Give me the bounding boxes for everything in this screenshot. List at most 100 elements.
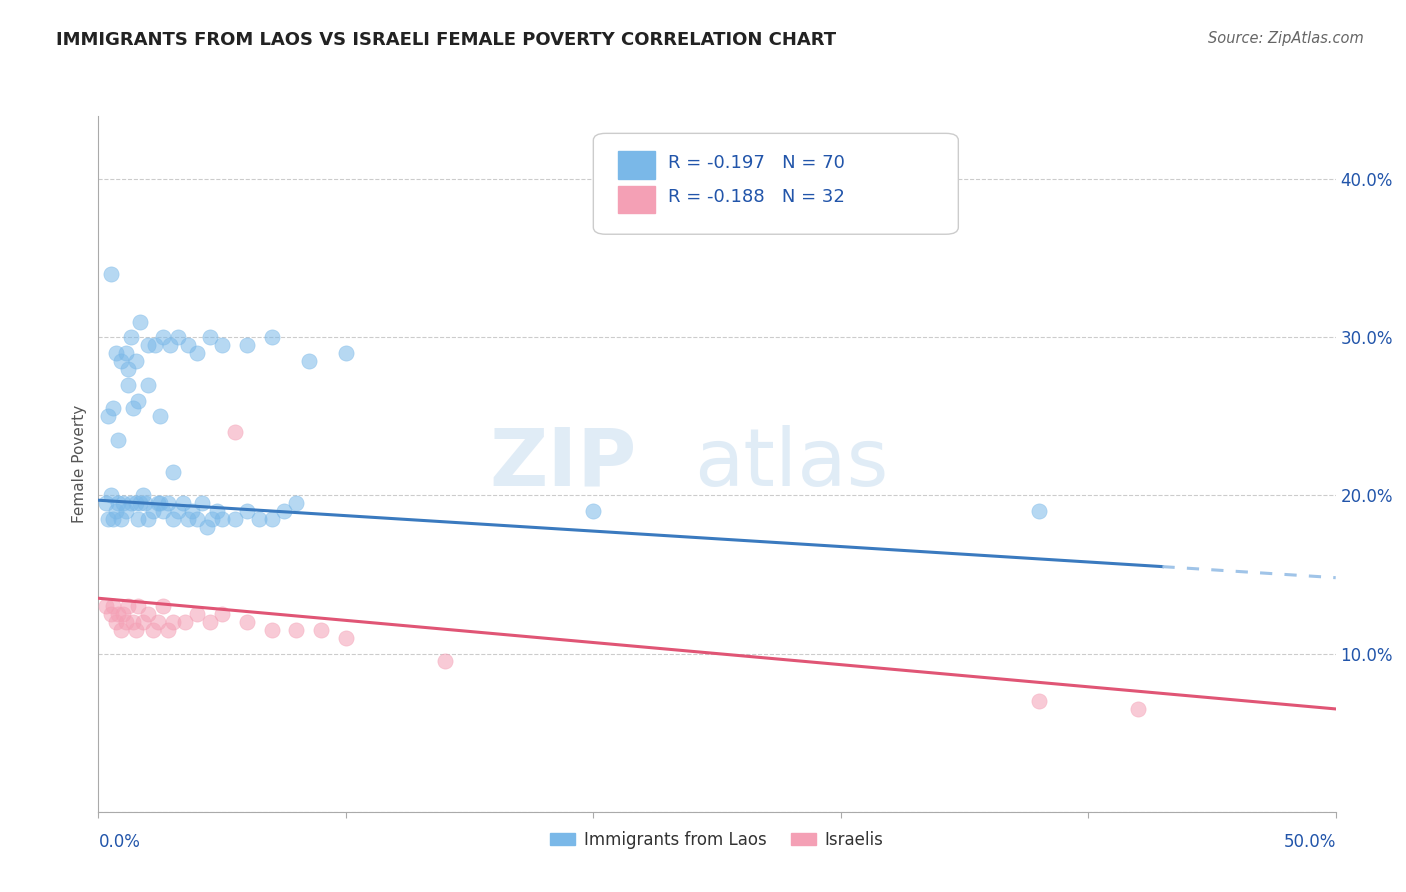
Point	[181, 504, 204, 518]
Point	[298, 354, 321, 368]
Point	[260, 512, 283, 526]
Point	[149, 496, 172, 510]
Point	[152, 599, 174, 614]
Point	[132, 615, 155, 629]
Point	[120, 496, 142, 510]
Point	[285, 623, 308, 637]
Point	[260, 623, 283, 637]
Point	[100, 607, 122, 621]
Point	[120, 330, 142, 344]
Text: R = -0.197   N = 70: R = -0.197 N = 70	[668, 153, 845, 171]
Text: atlas: atlas	[695, 425, 889, 503]
Point	[159, 338, 181, 352]
Point	[124, 354, 146, 368]
Point	[103, 401, 125, 416]
Point	[309, 623, 332, 637]
Point	[134, 496, 156, 510]
Text: R = -0.188   N = 32: R = -0.188 N = 32	[668, 188, 845, 206]
Bar	[619, 151, 655, 178]
Point	[1126, 702, 1149, 716]
Point	[582, 504, 605, 518]
Point	[335, 631, 357, 645]
Point	[247, 512, 270, 526]
Point	[198, 615, 221, 629]
Point	[129, 314, 152, 328]
Point	[136, 338, 159, 352]
Point	[162, 512, 184, 526]
Point	[136, 607, 159, 621]
Point	[122, 401, 145, 416]
Text: ZIP: ZIP	[489, 425, 637, 503]
Legend: Immigrants from Laos, Israelis: Immigrants from Laos, Israelis	[544, 824, 890, 855]
Text: 50.0%: 50.0%	[1284, 832, 1336, 851]
Y-axis label: Female Poverty: Female Poverty	[72, 405, 87, 523]
Point	[104, 504, 127, 518]
Point	[127, 512, 149, 526]
Point	[211, 512, 233, 526]
Point	[285, 496, 308, 510]
Point	[146, 496, 169, 510]
Point	[211, 607, 233, 621]
Point	[114, 346, 136, 360]
Point	[146, 615, 169, 629]
Point	[136, 377, 159, 392]
Point	[166, 330, 188, 344]
Point	[124, 496, 146, 510]
Point	[107, 433, 129, 447]
Point	[186, 607, 208, 621]
Point	[110, 623, 132, 637]
Point	[152, 504, 174, 518]
Point	[260, 330, 283, 344]
Point	[201, 512, 224, 526]
Point	[205, 504, 228, 518]
Point	[143, 338, 166, 352]
Bar	[619, 186, 655, 213]
Point	[127, 393, 149, 408]
Point	[107, 607, 129, 621]
Point	[162, 615, 184, 629]
Point	[172, 496, 194, 510]
Point	[124, 623, 146, 637]
Point	[117, 599, 139, 614]
Point	[186, 346, 208, 360]
Point	[103, 512, 125, 526]
Point	[273, 504, 295, 518]
Point	[236, 615, 259, 629]
Point	[152, 330, 174, 344]
Point	[186, 512, 208, 526]
Point	[114, 504, 136, 518]
Point	[136, 512, 159, 526]
Point	[110, 512, 132, 526]
Text: IMMIGRANTS FROM LAOS VS ISRAELI FEMALE POVERTY CORRELATION CHART: IMMIGRANTS FROM LAOS VS ISRAELI FEMALE P…	[56, 31, 837, 49]
Point	[198, 330, 221, 344]
Point	[335, 346, 357, 360]
Point	[166, 504, 188, 518]
Point	[117, 362, 139, 376]
Point	[103, 599, 125, 614]
Point	[149, 409, 172, 424]
Point	[236, 338, 259, 352]
Point	[174, 615, 197, 629]
Point	[224, 425, 246, 440]
Point	[433, 655, 456, 669]
Point	[156, 623, 179, 637]
Point	[117, 377, 139, 392]
Point	[114, 615, 136, 629]
Point	[142, 504, 165, 518]
Point	[97, 409, 120, 424]
Point	[142, 623, 165, 637]
Point	[211, 338, 233, 352]
Point	[162, 465, 184, 479]
Point	[94, 496, 117, 510]
Point	[100, 488, 122, 502]
Point	[195, 520, 218, 534]
Point	[191, 496, 214, 510]
Point	[104, 615, 127, 629]
Point	[224, 512, 246, 526]
Point	[100, 267, 122, 281]
Point	[127, 599, 149, 614]
Point	[176, 338, 198, 352]
Point	[112, 607, 135, 621]
Point	[236, 504, 259, 518]
FancyBboxPatch shape	[593, 134, 959, 235]
